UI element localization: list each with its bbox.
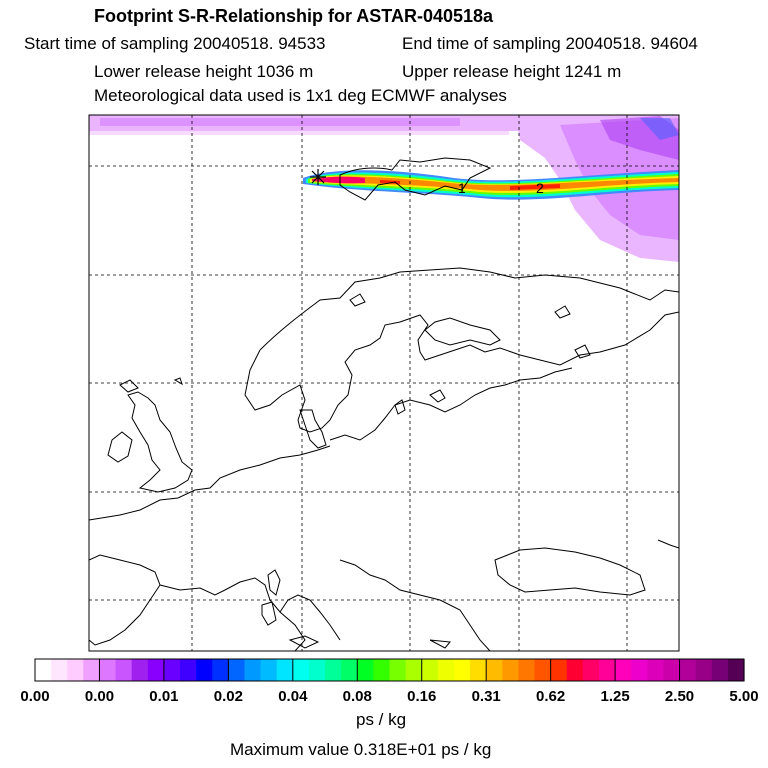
colorbar-tick-label: 0.00	[84, 688, 115, 705]
colorbar-cell	[486, 659, 503, 681]
colorbar-cell	[83, 659, 101, 681]
colorbar-cell	[228, 659, 246, 681]
colorbar-cell	[147, 659, 165, 681]
colorbar-cell	[598, 659, 616, 681]
colorbar-cell	[99, 659, 117, 681]
colorbar-tick-label: 2.50	[664, 688, 695, 705]
coastlines	[89, 157, 679, 651]
colorbar-cell	[582, 659, 600, 681]
colorbar-cell	[373, 659, 391, 681]
colorbar-cell	[405, 659, 423, 681]
colorbar-cell	[453, 659, 471, 681]
colorbar-cell	[131, 659, 149, 681]
colorbar-cell	[212, 659, 229, 681]
colorbar-cell	[389, 659, 407, 681]
colorbar-cell	[260, 659, 278, 681]
colorbar-cell	[244, 659, 262, 681]
colorbar-cell	[679, 659, 697, 681]
colorbar-cell	[550, 659, 568, 681]
colorbar-tick-label: 0.02	[213, 688, 243, 705]
colorbar-cell	[502, 659, 520, 681]
colorbar-cell	[308, 659, 326, 681]
release-point-marker	[310, 169, 326, 185]
colorbar-cell	[647, 659, 665, 681]
colorbar-cell	[663, 659, 681, 681]
colorbar-tick-label: 0.04	[278, 688, 308, 705]
colorbar-ticks	[34, 659, 745, 681]
colorbar-tick-label: 0.08	[342, 688, 372, 705]
colorbar-cell	[421, 659, 439, 681]
colorbar-tick-label: 0.31	[471, 688, 501, 705]
plume	[303, 170, 679, 200]
colorbar-cell	[695, 659, 713, 681]
grid-lines	[89, 115, 679, 651]
colorbar-unit: ps / kg	[356, 710, 407, 729]
colorbar-cell	[51, 659, 68, 681]
upper-height-label: Upper release height 1241 m	[402, 62, 622, 81]
start-time-label: Start time of sampling 20040518. 94533	[24, 34, 326, 53]
station-marker-1: 1	[458, 180, 466, 196]
colorbar-cell	[518, 659, 536, 681]
colorbar-cell	[341, 659, 358, 681]
colorbar-cell	[357, 659, 374, 681]
colorbar-cell	[325, 659, 342, 681]
colorbar-cell	[115, 659, 133, 681]
end-time-label: End time of sampling 20040518. 94604	[402, 34, 698, 53]
colorbar-tick-label: 1.25	[600, 688, 630, 705]
colorbar-tick-label: 0.00	[20, 688, 50, 705]
colorbar-cell	[711, 659, 729, 681]
colorbar-tick-label: 0.16	[407, 688, 437, 705]
colorbar-cell	[727, 659, 745, 681]
colorbar-cell	[534, 659, 552, 681]
colorbar-cell	[35, 659, 52, 681]
colorbar-cell	[470, 659, 487, 681]
max-value-label: Maximum value 0.318E+01 ps / kg	[230, 740, 492, 759]
station-marker-2: 2	[536, 180, 544, 196]
colorbar-cell	[67, 659, 84, 681]
colorbar-cell	[437, 659, 455, 681]
colorbar-cell	[180, 659, 197, 681]
colorbar-cell	[292, 659, 310, 681]
colorbar-tick-label: 0.01	[149, 688, 179, 705]
colorbar-cells	[35, 659, 745, 681]
colorbar-tick-label: 5.00	[729, 688, 759, 705]
colorbar-cell	[631, 659, 648, 681]
colorbar-cell	[276, 659, 294, 681]
figure-title: Footprint S-R-Relationship for ASTAR-040…	[94, 6, 494, 26]
map-frame	[88, 114, 680, 652]
colorbar-tick-label: 0.62	[536, 688, 566, 705]
colorbar-cell	[566, 659, 584, 681]
colorbar-cell	[196, 659, 213, 681]
colorbar-cell	[615, 659, 632, 681]
lower-height-label: Lower release height 1036 m	[94, 62, 314, 81]
colorbar-cell	[163, 659, 181, 681]
met-data-label: Meteorological data used is 1x1 deg ECMW…	[94, 86, 507, 105]
